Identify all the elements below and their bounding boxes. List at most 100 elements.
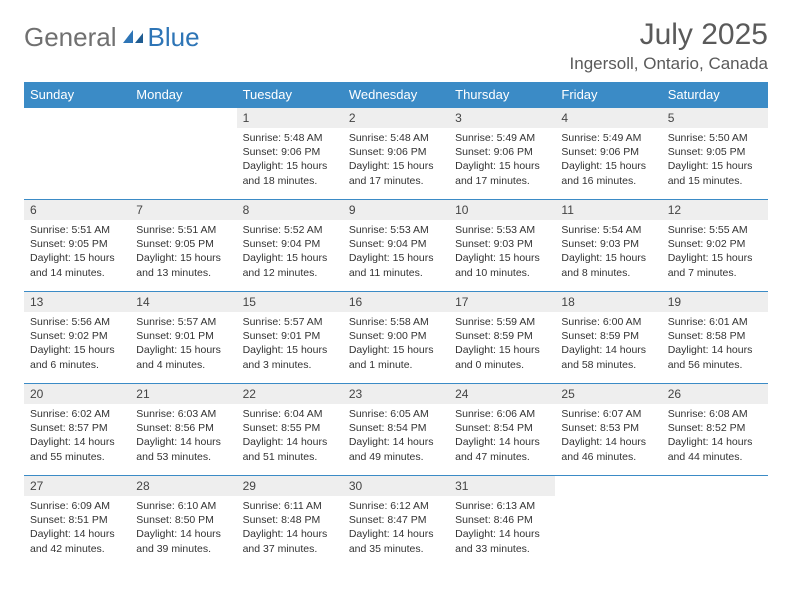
sunset-line: Sunset: 9:03 PM — [561, 237, 655, 251]
sunrise-line: Sunrise: 5:53 AM — [455, 223, 549, 237]
calendar-day-cell: 4Sunrise: 5:49 AMSunset: 9:06 PMDaylight… — [555, 108, 661, 200]
calendar-week-row: 13Sunrise: 5:56 AMSunset: 9:02 PMDayligh… — [24, 292, 768, 384]
sunrise-line-label: Sunrise: — [668, 316, 709, 328]
sunrise-line-value: 5:48 AM — [284, 132, 323, 144]
sunrise-line: Sunrise: 6:05 AM — [349, 407, 443, 421]
sunrise-line: Sunrise: 5:52 AM — [243, 223, 337, 237]
sunrise-line: Sunrise: 5:57 AM — [136, 315, 230, 329]
sunset-line-label: Sunset: — [349, 238, 388, 250]
daylight-line-label: Daylight: — [136, 252, 180, 264]
daylight-line-label: Daylight: — [668, 160, 712, 172]
calendar-day-cell: 6Sunrise: 5:51 AMSunset: 9:05 PMDaylight… — [24, 200, 130, 292]
daylight-line-label: Daylight: — [243, 252, 287, 264]
sunset-line: Sunset: 9:01 PM — [243, 329, 337, 343]
day-content: Sunrise: 5:56 AMSunset: 9:02 PMDaylight:… — [24, 312, 130, 376]
sunrise-line-label: Sunrise: — [349, 500, 390, 512]
sunset-line-value: 9:05 PM — [706, 146, 745, 158]
sunset-line: Sunset: 8:52 PM — [668, 421, 762, 435]
sunrise-line: Sunrise: 6:09 AM — [30, 499, 124, 513]
day-number: 14 — [130, 292, 236, 312]
day-number: 29 — [237, 476, 343, 496]
sunset-line-label: Sunset: — [349, 514, 388, 526]
sunrise-line-value: 6:12 AM — [390, 500, 429, 512]
calendar-page: General Blue July 2025 Ingersoll, Ontari… — [0, 0, 792, 586]
calendar-day-cell: 7Sunrise: 5:51 AMSunset: 9:05 PMDaylight… — [130, 200, 236, 292]
sunset-line: Sunset: 9:06 PM — [561, 145, 655, 159]
sunrise-line-label: Sunrise: — [136, 408, 177, 420]
sunset-line-value: 9:03 PM — [600, 238, 639, 250]
sunrise-line-label: Sunrise: — [668, 224, 709, 236]
calendar-day-cell: 3Sunrise: 5:49 AMSunset: 9:06 PMDaylight… — [449, 108, 555, 200]
sunrise-line-value: 6:02 AM — [71, 408, 110, 420]
sunset-line-value: 8:54 PM — [494, 422, 533, 434]
sunrise-line-value: 5:54 AM — [603, 224, 642, 236]
sunset-line-label: Sunset: — [136, 238, 175, 250]
month-title: July 2025 — [570, 18, 768, 52]
weekday-header-cell: Tuesday — [237, 82, 343, 108]
daylight-line-label: Daylight: — [30, 344, 74, 356]
sunset-line-label: Sunset: — [668, 238, 707, 250]
day-number: 28 — [130, 476, 236, 496]
daylight-line: Daylight: 14 hours and 53 minutes. — [136, 435, 230, 463]
calendar-day-cell: 26Sunrise: 6:08 AMSunset: 8:52 PMDayligh… — [662, 384, 768, 476]
sunrise-line-value: 5:57 AM — [178, 316, 217, 328]
day-number: 18 — [555, 292, 661, 312]
sunset-line-label: Sunset: — [30, 238, 69, 250]
sunrise-line: Sunrise: 5:57 AM — [243, 315, 337, 329]
calendar-week-row: 1Sunrise: 5:48 AMSunset: 9:06 PMDaylight… — [24, 108, 768, 200]
sunset-line-value: 8:53 PM — [600, 422, 639, 434]
calendar-day-cell: 16Sunrise: 5:58 AMSunset: 9:00 PMDayligh… — [343, 292, 449, 384]
calendar-day-cell: 9Sunrise: 5:53 AMSunset: 9:04 PMDaylight… — [343, 200, 449, 292]
sunrise-line-value: 6:09 AM — [71, 500, 110, 512]
day-number: 11 — [555, 200, 661, 220]
sunset-line-label: Sunset: — [561, 330, 600, 342]
calendar-body: 1Sunrise: 5:48 AMSunset: 9:06 PMDaylight… — [24, 108, 768, 568]
day-content: Sunrise: 5:52 AMSunset: 9:04 PMDaylight:… — [237, 220, 343, 284]
day-content: Sunrise: 5:48 AMSunset: 9:06 PMDaylight:… — [237, 128, 343, 192]
sunset-line-value: 9:01 PM — [175, 330, 214, 342]
daylight-line: Daylight: 14 hours and 47 minutes. — [455, 435, 549, 463]
day-content: Sunrise: 6:03 AMSunset: 8:56 PMDaylight:… — [130, 404, 236, 468]
sunset-line-value: 8:47 PM — [387, 514, 426, 526]
sunset-line-label: Sunset: — [455, 146, 494, 158]
weekday-header-cell: Saturday — [662, 82, 768, 108]
sunrise-line-label: Sunrise: — [455, 500, 496, 512]
day-number: 30 — [343, 476, 449, 496]
sunrise-line-label: Sunrise: — [349, 132, 390, 144]
day-number: 15 — [237, 292, 343, 312]
day-number: 24 — [449, 384, 555, 404]
sunrise-line-label: Sunrise: — [349, 316, 390, 328]
sunset-line-label: Sunset: — [243, 330, 282, 342]
sunset-line-label: Sunset: — [243, 422, 282, 434]
sunset-line-label: Sunset: — [349, 422, 388, 434]
sunset-line-value: 9:04 PM — [281, 238, 320, 250]
sunrise-line: Sunrise: 5:49 AM — [561, 131, 655, 145]
sunrise-line-value: 6:05 AM — [390, 408, 429, 420]
sunset-line: Sunset: 9:00 PM — [349, 329, 443, 343]
sunset-line: Sunset: 8:54 PM — [349, 421, 443, 435]
sunrise-line-value: 6:01 AM — [709, 316, 748, 328]
day-content: Sunrise: 5:54 AMSunset: 9:03 PMDaylight:… — [555, 220, 661, 284]
sunset-line-value: 8:57 PM — [69, 422, 108, 434]
day-content: Sunrise: 6:04 AMSunset: 8:55 PMDaylight:… — [237, 404, 343, 468]
sunrise-line-value: 6:04 AM — [284, 408, 323, 420]
sunset-line: Sunset: 8:59 PM — [455, 329, 549, 343]
daylight-line-label: Daylight: — [30, 528, 74, 540]
day-content: Sunrise: 5:57 AMSunset: 9:01 PMDaylight:… — [130, 312, 236, 376]
daylight-line-label: Daylight: — [455, 252, 499, 264]
daylight-line: Daylight: 14 hours and 46 minutes. — [561, 435, 655, 463]
daylight-line: Daylight: 14 hours and 51 minutes. — [243, 435, 337, 463]
calendar-empty-cell — [662, 476, 768, 568]
sunrise-line-value: 6:08 AM — [709, 408, 748, 420]
sunrise-line-value: 5:59 AM — [497, 316, 536, 328]
daylight-line: Daylight: 14 hours and 37 minutes. — [243, 527, 337, 555]
logo-text-blue: Blue — [148, 22, 200, 53]
sunset-line: Sunset: 9:03 PM — [455, 237, 549, 251]
title-block: July 2025 Ingersoll, Ontario, Canada — [570, 18, 768, 74]
day-number: 31 — [449, 476, 555, 496]
calendar-day-cell: 12Sunrise: 5:55 AMSunset: 9:02 PMDayligh… — [662, 200, 768, 292]
day-content: Sunrise: 5:51 AMSunset: 9:05 PMDaylight:… — [24, 220, 130, 284]
calendar-day-cell: 2Sunrise: 5:48 AMSunset: 9:06 PMDaylight… — [343, 108, 449, 200]
day-content: Sunrise: 5:51 AMSunset: 9:05 PMDaylight:… — [130, 220, 236, 284]
daylight-line-label: Daylight: — [136, 344, 180, 356]
